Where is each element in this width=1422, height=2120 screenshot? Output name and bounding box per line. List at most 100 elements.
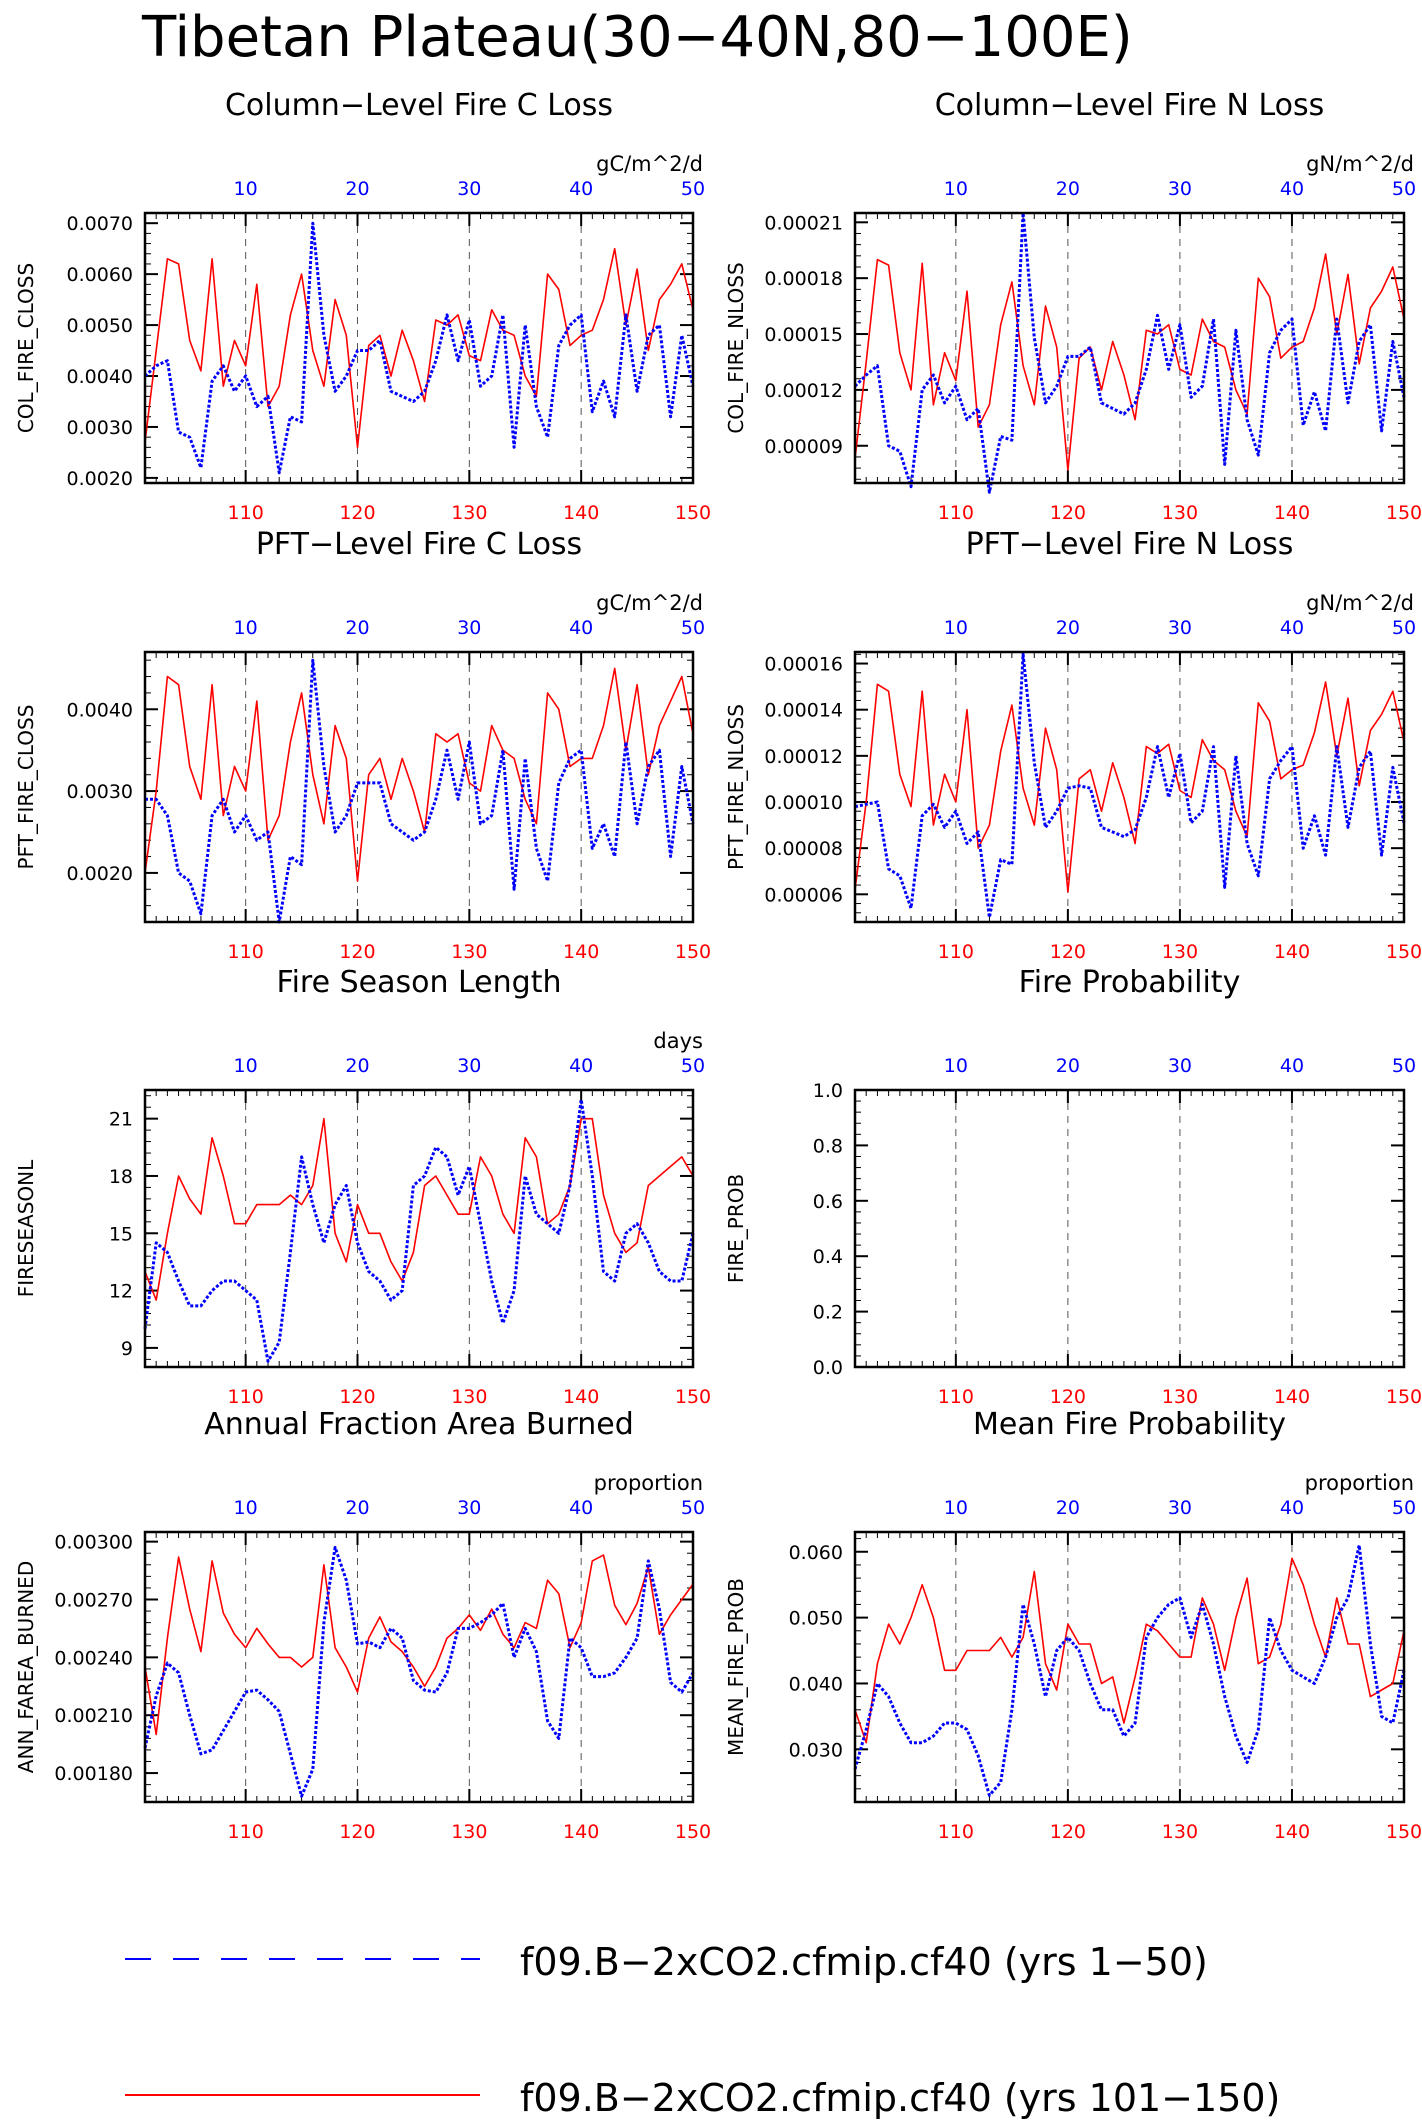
- y-tick-label: 0.0: [813, 1357, 843, 1379]
- y-tick-label: 0.0030: [67, 417, 133, 439]
- units-label: gC/m^2/d: [596, 591, 703, 615]
- units-label: proportion: [1305, 1471, 1414, 1495]
- y-tick-label: 15: [109, 1223, 133, 1245]
- y-axis-label: MEAN_FIRE_PROB: [724, 1578, 748, 1756]
- x-tick-label-bottom: 140: [1274, 1821, 1310, 1843]
- series-line-experiment: [144, 1554, 694, 1736]
- figure-title: Tibetan Plateau(30−40N,80−100E): [141, 5, 1133, 70]
- x-tick-label-bottom: 140: [1274, 502, 1310, 524]
- x-tick-label-bottom: 110: [938, 941, 974, 963]
- y-tick-label: 0.0020: [67, 468, 133, 490]
- chart-panel-3: PFT−Level Fire C Loss gC/m^2/d PFT_FIRE_CL…: [14, 527, 711, 963]
- x-tick-label-bottom: 130: [451, 1386, 487, 1408]
- x-tick-label-bottom: 120: [1050, 941, 1086, 963]
- x-tick-label-bottom: 110: [228, 1821, 264, 1843]
- series-line-experiment: [854, 1557, 1405, 1744]
- x-tick-label-top: 40: [569, 178, 593, 200]
- y-tick-label: 12: [109, 1281, 133, 1303]
- series-line-control: [143, 221, 695, 475]
- chart-panel-4: PFT−Level Fire N Loss gN/m^2/d PFT_FIRE_NL…: [724, 527, 1422, 963]
- y-tick-label: 0.00300: [54, 1532, 133, 1554]
- series-line-control: [853, 1543, 1406, 1797]
- y-tick-label: 0.00006: [764, 884, 843, 906]
- y-tick-label: 0.8: [813, 1135, 843, 1157]
- panel-title: Column−Level Fire N Loss: [935, 88, 1325, 123]
- x-tick-label-bottom: 110: [938, 1821, 974, 1843]
- x-tick-label-top: 20: [345, 1055, 369, 1077]
- x-tick-label-bottom: 130: [451, 941, 487, 963]
- y-tick-label: 0.00016: [764, 654, 843, 676]
- x-tick-label-bottom: 140: [563, 1386, 599, 1408]
- x-tick-label-bottom: 130: [451, 1821, 487, 1843]
- x-tick-label-bottom: 110: [938, 502, 974, 524]
- plot-frame: [853, 1088, 1406, 1369]
- x-tick-label-top: 30: [1168, 617, 1192, 639]
- x-tick-label-bottom: 120: [339, 1821, 375, 1843]
- y-tick-label: 0.00180: [54, 1763, 133, 1785]
- x-tick-label-bottom: 140: [563, 1821, 599, 1843]
- y-tick-label: 0.00014: [764, 700, 843, 722]
- units-label: gN/m^2/d: [1306, 152, 1414, 176]
- x-tick-label-top: 40: [569, 1497, 593, 1519]
- x-tick-label-bottom: 110: [228, 941, 264, 963]
- y-tick-label: 1.0: [813, 1080, 843, 1102]
- series-line-experiment: [854, 681, 1405, 893]
- chart-panel-1: Column−Level Fire C Loss gC/m^2/d COL_FIRE…: [14, 88, 711, 524]
- y-axis-label: FIRE_PROB: [724, 1174, 748, 1283]
- y-tick-label: 0.00018: [764, 268, 843, 290]
- series-line-control: [143, 1545, 695, 1798]
- plot-frame: [143, 1088, 695, 1369]
- x-tick-label-bottom: 150: [675, 1386, 711, 1408]
- x-tick-label-bottom: 110: [228, 1386, 264, 1408]
- panel-title: Column−Level Fire C Loss: [225, 88, 613, 123]
- x-tick-label-top: 10: [234, 617, 258, 639]
- x-tick-label-top: 20: [345, 1497, 369, 1519]
- units-label: gC/m^2/d: [596, 152, 703, 176]
- panel-title: Fire Probability: [1019, 965, 1241, 1000]
- x-tick-label-bottom: 130: [1162, 502, 1198, 524]
- x-tick-label-top: 30: [457, 617, 481, 639]
- x-tick-label-top: 30: [457, 1497, 481, 1519]
- y-tick-label: 0.00009: [764, 436, 843, 458]
- panel-title: Mean Fire Probability: [973, 1407, 1286, 1442]
- y-tick-label: 0.0070: [67, 213, 133, 235]
- units-label: proportion: [594, 1471, 703, 1495]
- panels: Column−Level Fire C Loss gC/m^2/d COL_FIRE…: [14, 88, 1422, 1843]
- x-tick-label-bottom: 130: [1162, 1821, 1198, 1843]
- y-tick-label: 0.00010: [764, 792, 843, 814]
- legend-label-experiment: f09.B−2xCO2.cfmip.cf40 (yrs 101−150): [520, 2076, 1280, 2120]
- y-tick-label: 0.0040: [67, 699, 133, 721]
- x-tick-label-bottom: 150: [1386, 1386, 1422, 1408]
- x-tick-label-bottom: 120: [339, 502, 375, 524]
- series-line-experiment: [144, 247, 694, 449]
- y-tick-label: 0.060: [789, 1542, 843, 1564]
- x-tick-label-top: 30: [1168, 178, 1192, 200]
- panel-title: PFT−Level Fire N Loss: [966, 527, 1294, 562]
- series-line-experiment: [144, 1117, 694, 1301]
- y-tick-label: 0.00021: [764, 212, 843, 234]
- chart-panel-6: Fire Probability FIRE_PROB 110 120 130 140 150…: [724, 965, 1422, 1408]
- x-tick-label-top: 40: [1280, 1055, 1304, 1077]
- x-tick-label-bottom: 150: [1386, 502, 1422, 524]
- y-tick-label: 0.0020: [67, 863, 133, 885]
- x-tick-label-top: 20: [1056, 178, 1080, 200]
- series-line-control: [853, 211, 1406, 494]
- x-tick-label-top: 30: [1168, 1055, 1192, 1077]
- y-tick-label: 0.0060: [67, 264, 133, 286]
- units-label: days: [653, 1029, 703, 1053]
- x-tick-label-top: 20: [345, 617, 369, 639]
- y-tick-label: 0.00270: [54, 1590, 133, 1612]
- y-axis-label: PFT_FIRE_NLOSS: [724, 704, 748, 870]
- y-axis-label: COL_FIRE_CLOSS: [14, 263, 38, 433]
- y-tick-label: 0.00008: [764, 838, 843, 860]
- x-tick-label-bottom: 130: [1162, 1386, 1198, 1408]
- y-tick-label: 18: [109, 1166, 133, 1188]
- x-tick-label-top: 50: [1392, 1497, 1416, 1519]
- x-tick-label-top: 50: [681, 617, 705, 639]
- series-line-experiment: [144, 667, 694, 882]
- x-tick-label-bottom: 150: [1386, 1821, 1422, 1843]
- plot-frame: [143, 1530, 695, 1804]
- x-tick-label-top: 10: [944, 617, 968, 639]
- x-tick-label-bottom: 130: [1162, 941, 1198, 963]
